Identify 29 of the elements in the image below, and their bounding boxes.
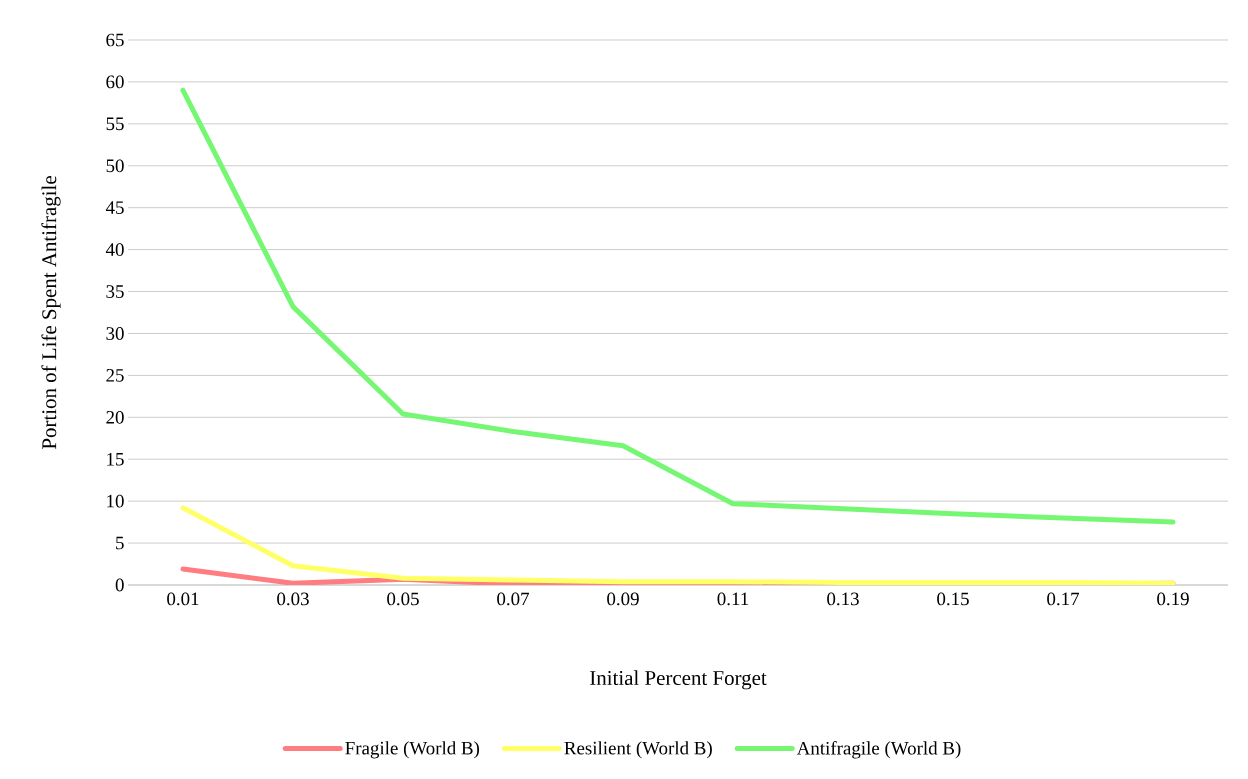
x-tick-label: 0.01 <box>167 592 199 606</box>
y-axis-title: Portion of Life Spent Antifragile <box>41 176 61 450</box>
y-tick-label: 0 <box>115 578 124 592</box>
x-tick-label: 0.09 <box>607 592 639 606</box>
x-tick-label: 0.07 <box>497 592 530 606</box>
y-tick-label: 55 <box>106 117 124 131</box>
x-tick-label: 0.17 <box>1047 592 1080 606</box>
x-tick-label: 0.19 <box>1157 592 1189 606</box>
y-tick-label: 15 <box>107 452 124 466</box>
x-tick-label: 0.13 <box>827 592 859 606</box>
y-tick-label: 20 <box>106 410 124 424</box>
x-tick-label: 0.03 <box>277 592 309 606</box>
y-tick-label: 50 <box>106 159 124 173</box>
legend-label: Fragile (World B) <box>345 741 480 759</box>
x-axis-title: Initial Percent Forget <box>590 670 767 690</box>
y-tick-label: 60 <box>106 75 124 89</box>
y-tick-label: 30 <box>106 327 124 340</box>
legend-label: Antifragile (World B) <box>796 741 961 759</box>
y-tick-label: 65 <box>106 33 124 47</box>
x-tick-label: 0.11 <box>717 592 749 606</box>
x-tick-label: 0.05 <box>387 592 419 606</box>
legend-label: Resilient (World B) <box>564 741 712 759</box>
x-tick-label: 0.15 <box>937 592 969 606</box>
y-tick-label: 45 <box>105 201 124 215</box>
y-tick-label: 35 <box>106 285 124 298</box>
y-tick-label: 40 <box>105 243 124 256</box>
y-tick-label: 25 <box>106 369 124 382</box>
y-tick-label: 5 <box>116 536 124 550</box>
y-tick-label: 10 <box>107 494 124 508</box>
